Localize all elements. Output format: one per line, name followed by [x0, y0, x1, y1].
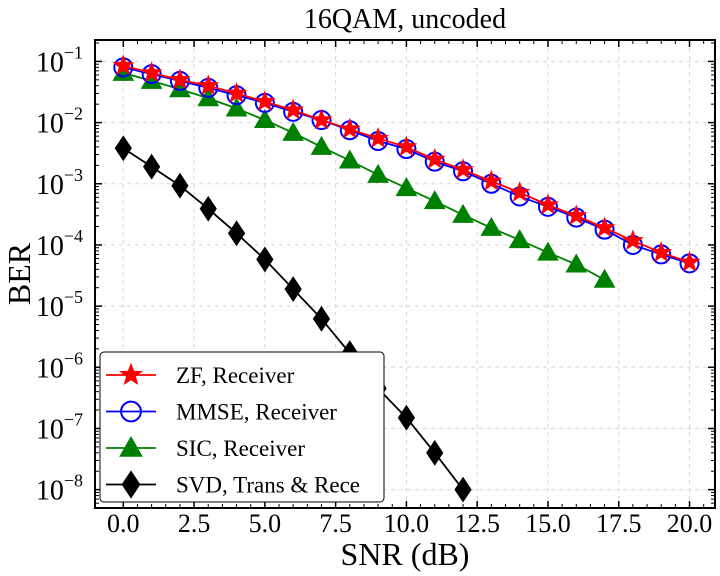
marker-triangle — [452, 203, 474, 223]
marker-circle — [120, 400, 142, 423]
legend-label: SVD, Trans & Rece — [176, 473, 360, 498]
marker-star — [119, 362, 143, 386]
y-tick-label: 10−1 — [36, 42, 83, 78]
x-tick-label: 5.0 — [249, 509, 282, 538]
y-tick-label: 10−7 — [36, 409, 83, 445]
legend-label: MMSE, Receiver — [176, 400, 337, 425]
legend-item: SVD, Trans & Rece — [106, 470, 360, 499]
marker-triangle — [225, 97, 248, 117]
marker-diamond — [143, 153, 161, 180]
marker-triangle — [565, 253, 588, 273]
marker-star — [678, 250, 701, 272]
marker-diamond — [121, 470, 141, 499]
marker-diamond — [256, 246, 274, 273]
marker-star — [395, 135, 418, 157]
marker-diamond — [454, 476, 472, 503]
marker-triangle — [537, 241, 559, 261]
marker-star — [508, 181, 531, 202]
legend: ZF, Receiver MMSE, Receiver SIC, Receiver S… — [99, 351, 385, 503]
axis-ticks: 0.0 2.5 5.0 7.5 10.0 12.5 15.0 17.5 20.0 10−1 10−2… — [36, 40, 715, 538]
x-tick-label: 20.0 — [667, 509, 713, 538]
grid — [95, 40, 715, 508]
x-tick-label: 10.0 — [384, 509, 430, 538]
x-tick-label: 12.5 — [454, 509, 500, 538]
x-tick-label: 2.5 — [178, 509, 211, 538]
marker-star — [310, 108, 333, 130]
marker-star — [338, 117, 361, 139]
marker-star — [537, 193, 559, 215]
marker-diamond — [114, 135, 132, 162]
marker-star — [112, 54, 135, 75]
marker-star — [565, 204, 588, 225]
marker-star — [169, 68, 191, 90]
y-tick-label: 10−8 — [36, 471, 83, 507]
marker-triangle — [395, 177, 418, 197]
marker-star — [367, 127, 389, 148]
marker-triangle — [119, 435, 143, 457]
chart-title: 16QAM, uncoded — [304, 4, 506, 35]
marker-star — [225, 81, 248, 103]
marker-star — [423, 147, 446, 169]
marker-triangle — [282, 121, 305, 141]
y-axis-label: BER — [1, 242, 37, 305]
marker-triangle — [423, 190, 446, 210]
marker-triangle — [254, 109, 276, 129]
series-layer — [112, 54, 701, 503]
y-tick-label: 10−2 — [36, 104, 83, 140]
marker-triangle — [338, 149, 361, 169]
legend-label: ZF, Receiver — [176, 363, 295, 388]
marker-diamond — [426, 439, 444, 466]
marker-triangle — [508, 229, 531, 249]
marker-star — [452, 158, 474, 179]
x-axis-label: SNR (dB) — [341, 536, 470, 572]
marker-star — [282, 98, 305, 120]
marker-star — [593, 216, 616, 238]
legend-item: SIC, Receiver — [106, 435, 305, 461]
legend-label: SIC, Receiver — [176, 436, 305, 461]
legend-item: MMSE, Receiver — [106, 400, 337, 425]
marker-diamond — [397, 404, 416, 431]
marker-triangle — [480, 216, 503, 236]
marker-diamond — [284, 276, 302, 302]
marker-star — [650, 241, 673, 262]
marker-triangle — [310, 135, 333, 155]
series-star — [112, 54, 701, 272]
y-tick-label: 10−4 — [36, 226, 83, 262]
series-triangle — [112, 61, 616, 288]
x-tick-label: 15.0 — [525, 509, 571, 538]
marker-star — [197, 74, 220, 96]
marker-star — [622, 229, 644, 251]
marker-triangle — [593, 268, 616, 288]
x-tick-label: 7.5 — [319, 509, 352, 538]
x-tick-label: 17.5 — [596, 509, 642, 538]
marker-star — [480, 169, 503, 191]
y-tick-label: 10−6 — [36, 348, 83, 384]
legend-box — [99, 351, 385, 503]
marker-triangle — [367, 163, 389, 183]
y-tick-label: 10−3 — [36, 165, 83, 201]
marker-diamond — [199, 195, 217, 222]
marker-diamond — [171, 172, 189, 199]
series-line — [123, 71, 606, 281]
marker-star — [140, 61, 163, 83]
legend-item: ZF, Receiver — [106, 362, 295, 388]
marker-diamond — [312, 305, 331, 332]
x-tick-label: 0.0 — [107, 509, 140, 538]
y-tick-label: 10−5 — [36, 287, 83, 323]
plot-frame — [94, 39, 716, 509]
marker-star — [253, 90, 276, 111]
marker-diamond — [227, 220, 246, 247]
